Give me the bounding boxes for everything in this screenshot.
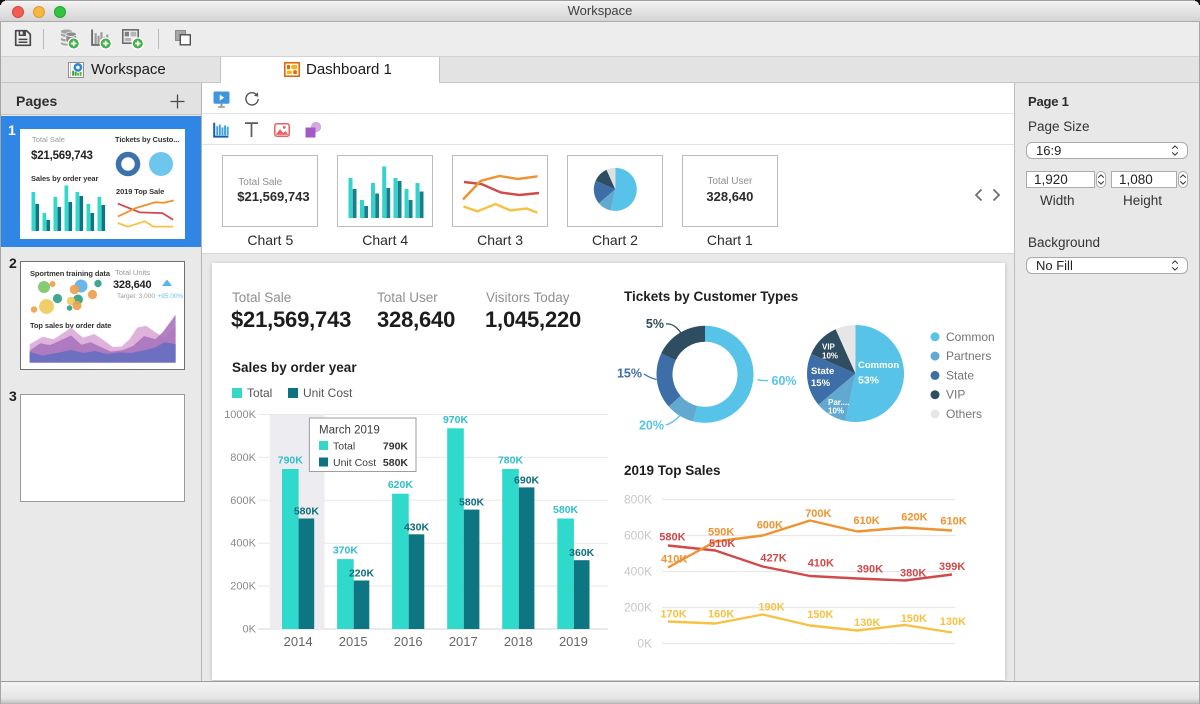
svg-text:State: State bbox=[946, 368, 974, 382]
svg-text:200K: 200K bbox=[624, 601, 652, 615]
svg-text:VIP: VIP bbox=[946, 388, 965, 402]
svg-text:Sales by order year: Sales by order year bbox=[31, 174, 98, 183]
svg-text:360K: 360K bbox=[569, 547, 595, 559]
svg-text:Target: 3,000: Target: 3,000 bbox=[117, 293, 155, 300]
svg-text:600K: 600K bbox=[624, 529, 652, 543]
svg-text:+95.00%: +95.00% bbox=[158, 293, 184, 300]
svg-text:130K: 130K bbox=[940, 616, 966, 628]
svg-text:200K: 200K bbox=[230, 581, 256, 593]
svg-text:580K: 580K bbox=[459, 497, 485, 509]
svg-text:March 2019: March 2019 bbox=[319, 425, 380, 437]
svg-text:430K: 430K bbox=[404, 521, 430, 533]
svg-text:390K: 390K bbox=[857, 564, 883, 576]
svg-text:Total Sale: Total Sale bbox=[32, 135, 65, 144]
svg-text:10%: 10% bbox=[822, 352, 838, 361]
svg-text:610K: 610K bbox=[940, 516, 966, 528]
svg-text:15%: 15% bbox=[811, 378, 831, 389]
svg-text:20%: 20% bbox=[639, 419, 664, 433]
svg-text:790K: 790K bbox=[383, 441, 409, 453]
svg-text:150K: 150K bbox=[901, 613, 927, 625]
svg-text:610K: 610K bbox=[853, 515, 879, 527]
svg-text:800K: 800K bbox=[624, 493, 652, 507]
svg-text:160K: 160K bbox=[708, 609, 734, 621]
svg-text:130K: 130K bbox=[854, 617, 880, 629]
svg-text:Common: Common bbox=[946, 330, 995, 344]
svg-text:399K: 399K bbox=[939, 561, 965, 573]
svg-text:2019: 2019 bbox=[559, 634, 588, 649]
svg-text:15%: 15% bbox=[617, 367, 642, 381]
svg-text:1000K: 1000K bbox=[224, 409, 256, 421]
svg-text:2018: 2018 bbox=[504, 634, 533, 649]
svg-text:580K: 580K bbox=[294, 506, 320, 518]
svg-text:60%: 60% bbox=[772, 374, 797, 388]
svg-text:427K: 427K bbox=[760, 553, 786, 565]
svg-text:400K: 400K bbox=[230, 538, 256, 550]
svg-text:220K: 220K bbox=[349, 568, 375, 580]
svg-text:600K: 600K bbox=[757, 520, 783, 532]
svg-text:10%: 10% bbox=[828, 407, 844, 416]
svg-text:Others: Others bbox=[946, 407, 982, 421]
svg-text:580K: 580K bbox=[659, 532, 685, 544]
svg-text:53%: 53% bbox=[858, 375, 880, 387]
svg-text:380K: 380K bbox=[900, 568, 926, 580]
svg-text:580K: 580K bbox=[553, 504, 579, 516]
svg-text:Total: Total bbox=[333, 441, 355, 453]
svg-text:400K: 400K bbox=[624, 565, 652, 579]
svg-text:2019 Top Sale: 2019 Top Sale bbox=[116, 187, 164, 196]
svg-text:2015: 2015 bbox=[339, 634, 368, 649]
svg-text:VIP: VIP bbox=[822, 343, 836, 352]
svg-text:2014: 2014 bbox=[284, 634, 313, 649]
svg-text:$21,569,743: $21,569,743 bbox=[31, 150, 93, 162]
svg-text:580K: 580K bbox=[383, 457, 409, 469]
svg-text:510K: 510K bbox=[709, 538, 735, 550]
svg-text:700K: 700K bbox=[805, 508, 831, 520]
svg-text:190K: 190K bbox=[758, 602, 784, 614]
svg-text:600K: 600K bbox=[230, 495, 256, 507]
svg-text:2016: 2016 bbox=[394, 634, 423, 649]
svg-text:170K: 170K bbox=[660, 609, 686, 621]
svg-text:800K: 800K bbox=[230, 452, 256, 464]
svg-text:370K: 370K bbox=[333, 545, 359, 557]
svg-text:970K: 970K bbox=[443, 414, 469, 426]
svg-text:0K: 0K bbox=[637, 637, 652, 651]
svg-text:410K: 410K bbox=[808, 558, 834, 570]
svg-text:5%: 5% bbox=[646, 317, 664, 331]
svg-text:Sportmen training data: Sportmen training data bbox=[30, 269, 111, 278]
svg-text:0K: 0K bbox=[243, 624, 257, 636]
svg-text:590K: 590K bbox=[708, 527, 734, 539]
svg-text:410K: 410K bbox=[661, 554, 687, 566]
svg-text:Common: Common bbox=[858, 360, 899, 371]
svg-text:State: State bbox=[811, 366, 834, 377]
svg-text:2017: 2017 bbox=[449, 634, 478, 649]
svg-text:Tickets by Custo...: Tickets by Custo... bbox=[115, 135, 179, 144]
svg-text:Par....: Par.... bbox=[828, 398, 849, 407]
svg-text:620K: 620K bbox=[901, 512, 927, 524]
svg-text:690K: 690K bbox=[514, 474, 540, 486]
svg-text:620K: 620K bbox=[388, 479, 414, 491]
svg-text:790K: 790K bbox=[278, 455, 304, 467]
svg-text:Partners: Partners bbox=[946, 349, 991, 363]
svg-text:328,640: 328,640 bbox=[113, 279, 151, 291]
svg-text:Unit Cost: Unit Cost bbox=[333, 457, 376, 469]
svg-text:Top sales by order date: Top sales by order date bbox=[30, 321, 111, 330]
svg-text:150K: 150K bbox=[807, 609, 833, 621]
svg-text:Total Units: Total Units bbox=[115, 268, 150, 277]
svg-text:780K: 780K bbox=[498, 455, 524, 467]
